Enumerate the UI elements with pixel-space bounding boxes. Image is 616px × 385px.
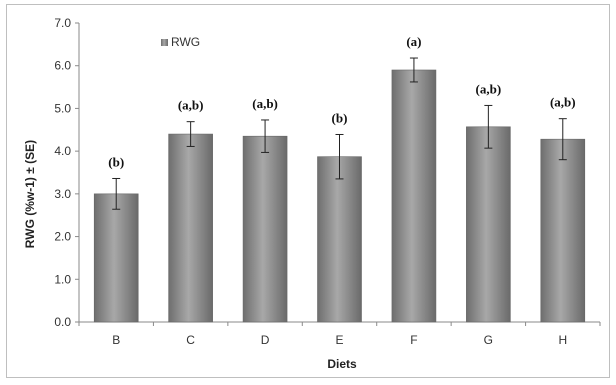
y-tick-label: 4.0 [54, 144, 71, 158]
y-tick-label: 6.0 [54, 59, 71, 73]
significance-label: (b) [332, 110, 348, 125]
bar [242, 135, 288, 323]
x-tick-label: G [484, 333, 493, 347]
significance-label: (a,b) [476, 81, 502, 96]
legend-label: RWG [171, 35, 200, 49]
y-axis-title: RWG (%w-1) ± (SE) [23, 140, 37, 248]
significance-label: (a,b) [550, 95, 576, 110]
y-tick-label: 1.0 [54, 272, 71, 286]
x-tick-label: D [261, 333, 270, 347]
y-tick-label: 0.0 [54, 315, 71, 329]
legend: RWG [161, 35, 200, 49]
x-tick-label: E [335, 333, 343, 347]
bar [540, 138, 586, 323]
y-tick-label: 2.0 [54, 230, 71, 244]
y-tick-label: 7.0 [54, 16, 71, 30]
bar [466, 126, 511, 323]
y-axis: 0.0 1.0 2.0 3.0 4.0 5.0 6.0 7.0 [54, 16, 80, 329]
significance-label: (a,b) [252, 96, 278, 111]
bars: (b) (a,b) (a,b) (b) (a) (a,b) (a,b) [93, 34, 586, 323]
y-tick-label: 3.0 [54, 187, 71, 201]
y-tick-label: 5.0 [54, 101, 71, 115]
bar [317, 156, 362, 323]
x-tick-label: C [186, 333, 195, 347]
x-tick-label: F [410, 333, 417, 347]
bar [168, 133, 213, 323]
significance-label: (a,b) [178, 98, 204, 113]
x-axis: B C D E F G H [78, 321, 601, 347]
x-tick-label: H [558, 333, 567, 347]
significance-label: (a) [406, 34, 421, 49]
significance-label: (b) [108, 154, 124, 169]
x-tick-label: B [112, 333, 120, 347]
legend-swatch [161, 39, 168, 46]
bar [391, 69, 437, 323]
x-axis-title: Diets [327, 357, 357, 371]
bar [93, 193, 139, 323]
